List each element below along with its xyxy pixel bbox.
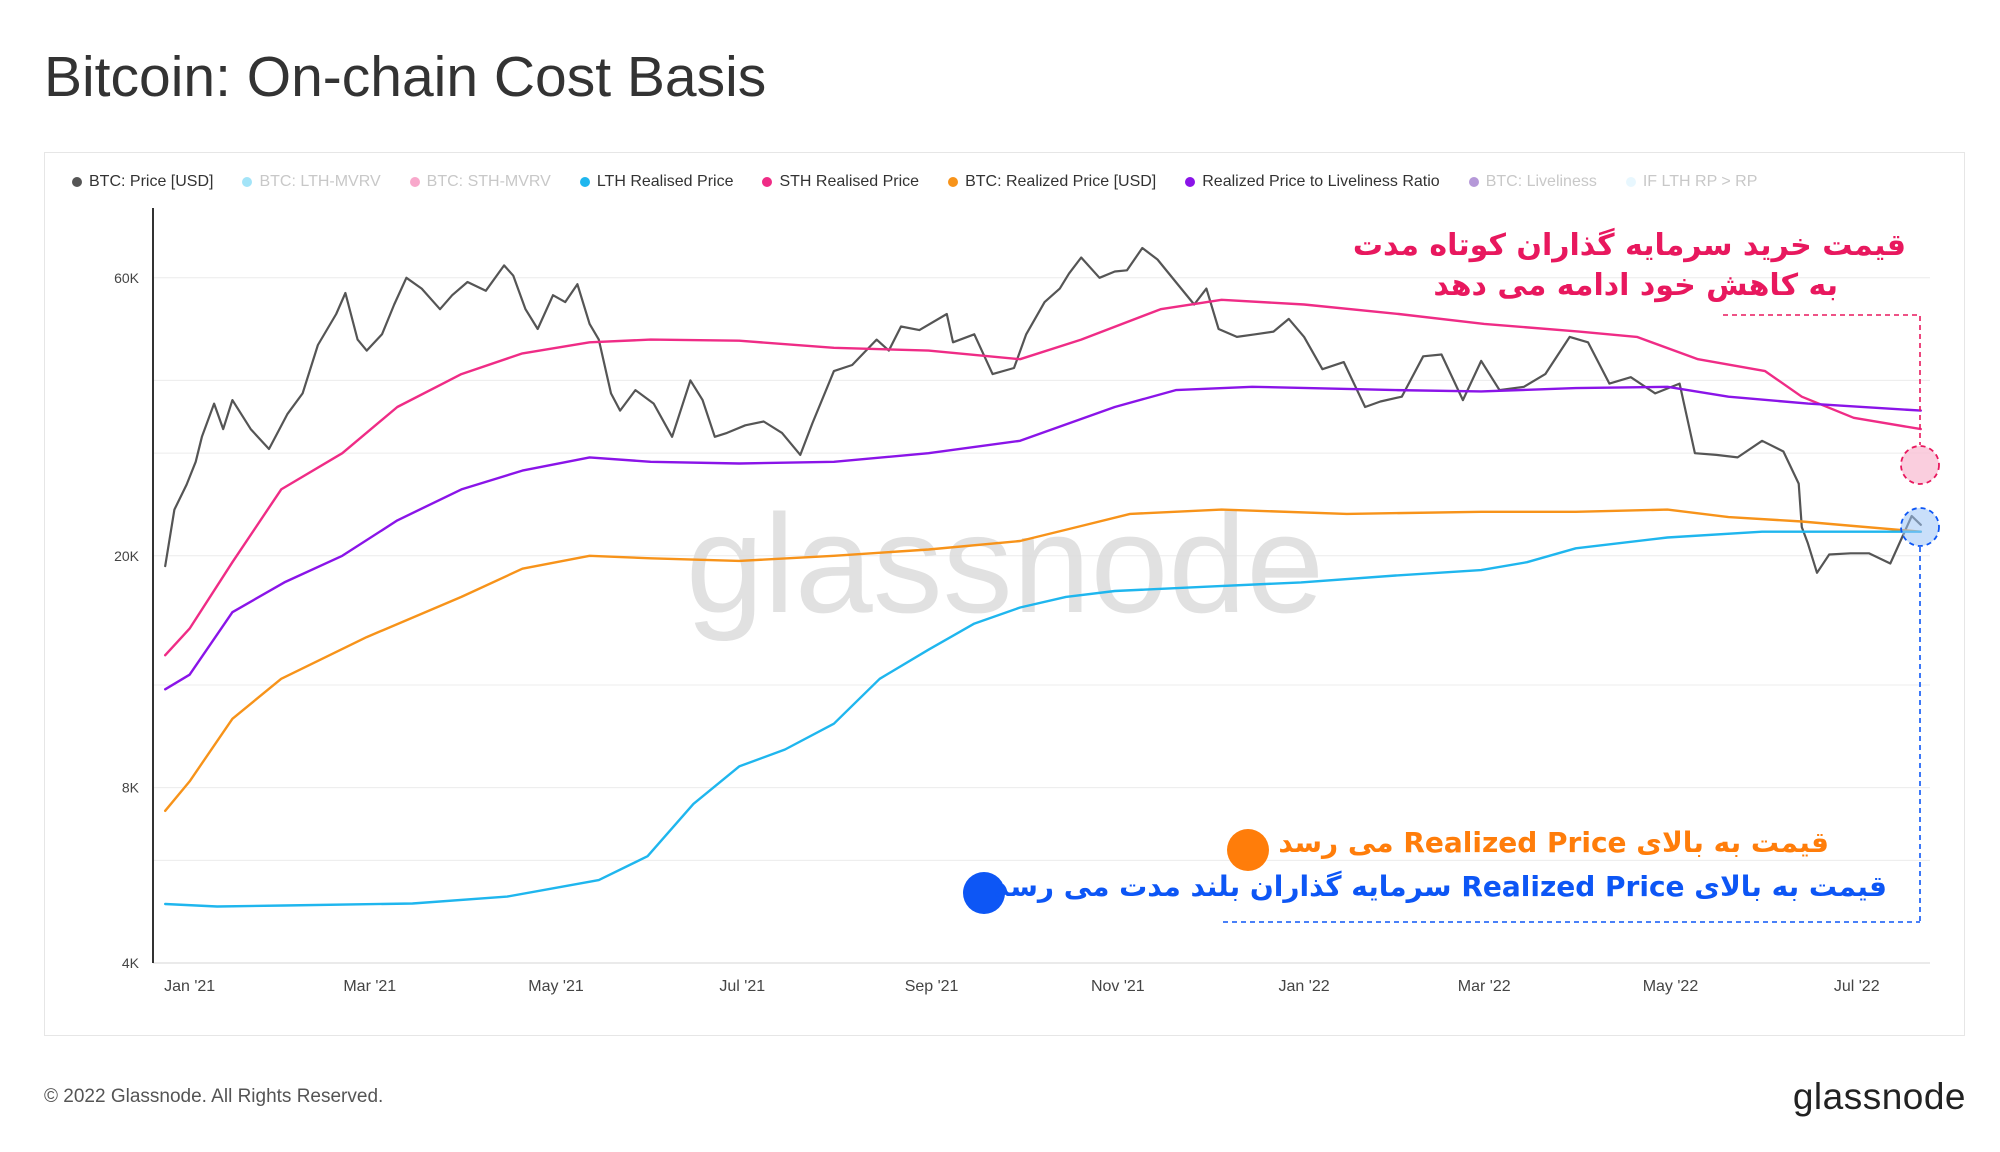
x-tick-label: Jul '21	[719, 978, 765, 995]
legend-dot-icon	[1468, 177, 1479, 187]
series-line-0	[164, 246, 1922, 574]
sth-annotation-line1: قیمت خرید سرمایه گذاران کوتاه مدت	[1352, 228, 1906, 263]
lth-highlight-circle	[1900, 507, 1940, 547]
x-tick-label: Jan '21	[164, 978, 215, 995]
legend-item-7[interactable]: BTC: Liveliness	[1468, 173, 1597, 191]
legend-dot-icon	[72, 177, 82, 187]
legend-item-4[interactable]: STH Realised Price	[762, 173, 919, 191]
orange-marker-dot	[1227, 829, 1269, 871]
legend-item-8[interactable]: IF LTH RP > RP	[1625, 173, 1758, 191]
realized-price-annotation: قیمت به بالای Realized Price می رسد	[1278, 826, 1829, 859]
x-tick-label: Mar '22	[1458, 978, 1511, 995]
sth-annotation-line2: به کاهش خود ادامه می دهد	[1433, 268, 1838, 303]
legend-dot-icon	[762, 177, 773, 187]
y-tick-label: 4K	[122, 955, 140, 971]
legend-item-1[interactable]: BTC: LTH-MVRV	[242, 173, 381, 191]
legend-dot-icon	[409, 177, 420, 187]
legend-label: Realized Price to Liveliness Ratio	[1202, 173, 1440, 190]
page-title: Bitcoin: On-chain Cost Basis	[44, 45, 767, 109]
x-tick-label: Mar '21	[343, 978, 396, 995]
x-tick-label: Jul '22	[1834, 978, 1880, 995]
legend-label: IF LTH RP > RP	[1642, 173, 1758, 190]
chart-legend: BTC: Price [USD] BTC: LTH-MVRV BTC: STH-MV…	[72, 170, 1952, 194]
legend-item-2[interactable]: BTC: STH-MVRV	[409, 173, 551, 191]
legend-label: BTC: Realized Price [USD]	[965, 173, 1157, 190]
x-tick-label: Nov '21	[1091, 978, 1145, 995]
series-line-3	[164, 508, 1922, 812]
x-tick-label: May '22	[1643, 978, 1699, 995]
blue-marker-dot	[963, 872, 1005, 914]
y-tick-label: 8K	[122, 780, 140, 796]
legend-item-0[interactable]: BTC: Price [USD]	[72, 173, 213, 191]
legend-dot-icon	[1185, 177, 1196, 187]
sth-highlight-circle	[1900, 445, 1940, 485]
copyright-text: © 2022 Glassnode. All Rights Reserved.	[44, 1086, 384, 1107]
glassnode-logo[interactable]: glassnode	[1792, 1076, 1966, 1117]
legend-label: BTC: STH-MVRV	[426, 173, 551, 190]
legend-dot-icon	[948, 177, 959, 187]
legend-label: BTC: LTH-MVRV	[259, 173, 381, 190]
sth-guide-line	[1723, 314, 1921, 445]
y-tick-label: 60K	[114, 270, 140, 286]
legend-item-6[interactable]: Realized Price to Liveliness Ratio	[1185, 173, 1440, 191]
legend-label: BTC: Price [USD]	[89, 173, 214, 190]
legend-item-5[interactable]: BTC: Realized Price [USD]	[948, 173, 1156, 191]
x-tick-label: Sep '21	[905, 978, 959, 995]
legend-item-3[interactable]: LTH Realised Price	[579, 173, 734, 191]
legend-label: LTH Realised Price	[596, 173, 734, 190]
series-line-1	[164, 298, 1922, 657]
legend-dot-icon	[579, 177, 590, 187]
legend-dot-icon	[1625, 177, 1636, 187]
lth-realized-annotation: قیمت به بالای Realized Price سرمایه گذار…	[994, 870, 1887, 903]
y-tick-label: 20K	[114, 548, 140, 564]
legend-label: STH Realised Price	[779, 173, 920, 190]
legend-label: BTC: Liveliness	[1485, 173, 1597, 190]
watermark-text: glassnode	[686, 485, 1324, 642]
legend-dot-icon	[242, 177, 253, 187]
series-line-2	[164, 385, 1922, 691]
series-line-4	[164, 530, 1922, 908]
x-tick-label: Jan '22	[1279, 978, 1330, 995]
chart-panel	[44, 152, 1965, 1036]
x-tick-label: May '21	[528, 978, 584, 995]
